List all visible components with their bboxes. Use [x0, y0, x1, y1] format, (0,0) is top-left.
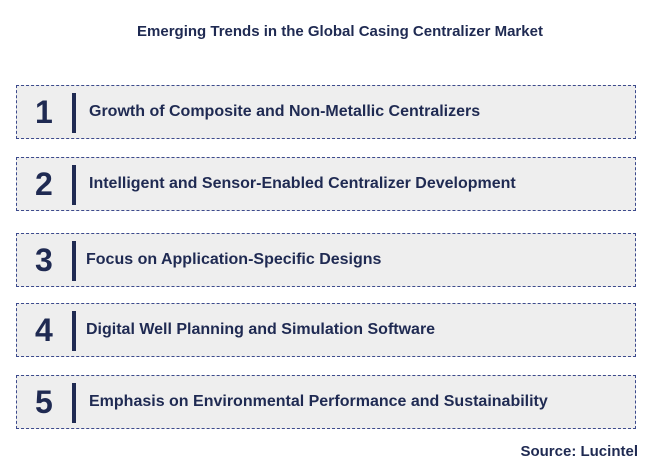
divider-bar [72, 311, 76, 351]
trend-label: Intelligent and Sensor-Enabled Centraliz… [89, 175, 516, 192]
divider-bar [72, 241, 76, 281]
trend-label: Emphasis on Environmental Performance an… [89, 393, 548, 410]
trend-item-3: 3 Focus on Application-Specific Designs [16, 233, 636, 287]
trend-label: Focus on Application-Specific Designs [86, 251, 382, 268]
divider-bar [72, 383, 76, 423]
trend-item-1: 1 Growth of Composite and Non-Metallic C… [16, 85, 636, 139]
divider-bar [72, 93, 76, 133]
trend-number: 2 [35, 165, 53, 202]
trend-item-2: 2 Intelligent and Sensor-Enabled Central… [16, 157, 636, 211]
trend-number: 4 [35, 311, 53, 348]
trend-item-5: 5 Emphasis on Environmental Performance … [16, 375, 636, 429]
trend-number: 1 [35, 93, 53, 130]
trend-label: Growth of Composite and Non-Metallic Cen… [89, 103, 481, 120]
trend-item-4: 4 Digital Well Planning and Simulation S… [16, 303, 636, 357]
trend-number: 5 [35, 383, 53, 420]
divider-bar [72, 165, 76, 205]
trend-label: Digital Well Planning and Simulation Sof… [86, 321, 436, 338]
source-credit: Source: Lucintel [520, 443, 638, 460]
page-title: Emerging Trends in the Global Casing Cen… [137, 23, 543, 40]
trend-number: 3 [35, 241, 53, 278]
